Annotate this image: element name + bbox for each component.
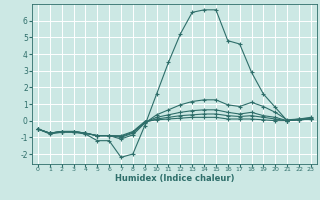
- X-axis label: Humidex (Indice chaleur): Humidex (Indice chaleur): [115, 174, 234, 183]
